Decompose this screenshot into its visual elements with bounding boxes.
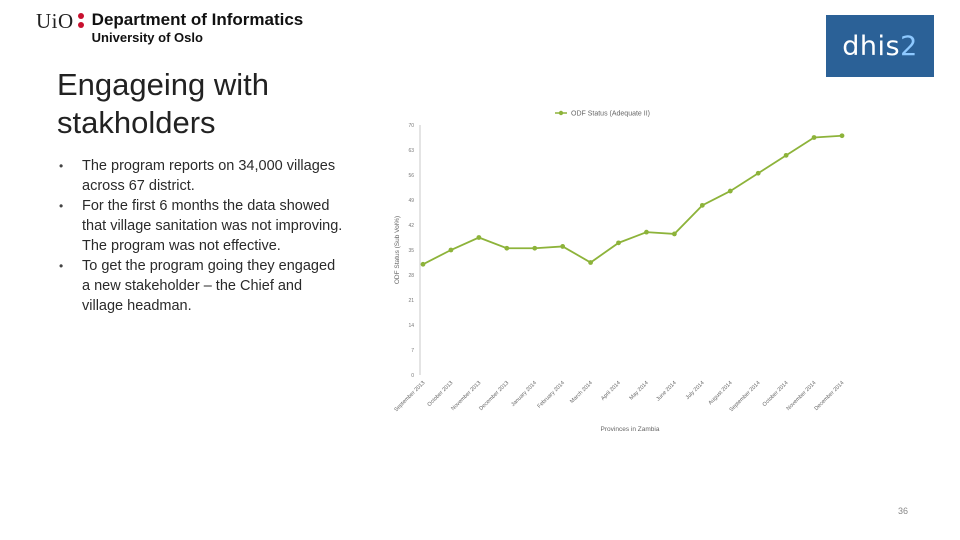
uio-logo-mark: UiO (36, 9, 74, 33)
odf-line-chart: 0 7 14 21 28 35 42 49 56 63 70 ODF Status (Sub Vol%… (393, 110, 845, 434)
uio-logo: UiO Department of Informatics University… (36, 10, 303, 46)
y-tick-label: 7 (411, 348, 414, 354)
data-point (699, 202, 705, 208)
x-tick-label: May 2014 (629, 380, 650, 401)
data-point (783, 152, 789, 158)
bullet-item: For the first 6 months the data showed t… (57, 196, 347, 256)
data-point (811, 135, 817, 140)
data-point (588, 260, 593, 265)
slide-title: Engageing with stakholders (57, 66, 269, 142)
x-tick-label: September 2013 (393, 380, 426, 413)
x-tick-label: January 2014 (510, 380, 538, 408)
x-tick-label: October 2014 (762, 380, 790, 408)
data-point (616, 240, 621, 246)
data-point (672, 231, 677, 237)
legend-marker (558, 110, 564, 116)
series-line (422, 134, 843, 266)
data-point (448, 247, 454, 253)
data-point (532, 245, 538, 251)
x-tick-label: July 2014 (685, 380, 706, 401)
x-tick-label: December 2014 (813, 380, 845, 412)
y-tick-label: 14 (408, 323, 414, 329)
data-point (476, 235, 482, 240)
data-point (727, 188, 733, 194)
x-tick-label: June 2014 (655, 380, 677, 402)
x-tick-label: February 2014 (537, 380, 567, 410)
bullet-item: To get the program going they engaged a … (57, 256, 347, 316)
slide-title-line-2: stakholders (57, 105, 216, 140)
x-tick-label: September 2014 (729, 380, 762, 413)
page-number: 36 (898, 506, 909, 516)
university-name: University of Oslo (91, 30, 203, 45)
y-tick-label: 35 (408, 248, 414, 254)
dhis2-logo: dhis2 (826, 15, 934, 77)
uio-logo-text: Department of Informatics University of … (92, 10, 304, 46)
x-tick-label: December 2013 (478, 380, 510, 412)
y-axis-label: ODF Status (Sub Vol%) (394, 216, 401, 284)
y-tick-label: 21 (408, 298, 414, 304)
uio-logo-dots-icon (77, 13, 86, 28)
x-tick-label: April 2014 (600, 380, 622, 402)
x-axis-label: Provinces in Zambia (601, 426, 660, 433)
legend-label: ODF Status (Adequate II) (571, 111, 650, 118)
y-tick-label: 42 (408, 223, 414, 229)
y-tick-label: 56 (408, 173, 414, 179)
x-tick-label: October 2013 (427, 380, 455, 408)
y-tick-label: 63 (408, 148, 414, 154)
department-name: Department of Informatics (91, 10, 304, 29)
x-tick-label: March 2014 (569, 380, 594, 405)
y-tick-label: 0 (411, 373, 414, 379)
data-point (420, 261, 426, 267)
x-tick-label: August 2014 (708, 380, 734, 406)
slide-title-line-1: Engageing with (57, 67, 269, 102)
bullet-item: The program reports on 34,000 villages a… (57, 156, 347, 196)
data-point (755, 170, 761, 176)
y-tick-label: 49 (408, 198, 414, 204)
y-tick-label: 28 (408, 273, 414, 279)
bullet-list: The program reports on 34,000 villages a… (57, 156, 347, 316)
data-point (644, 229, 649, 235)
data-point (504, 245, 510, 251)
data-point (560, 244, 566, 249)
data-point (839, 133, 845, 139)
y-tick-label: 70 (408, 123, 414, 129)
dhis2-logo-text: dhis2 (842, 30, 918, 62)
